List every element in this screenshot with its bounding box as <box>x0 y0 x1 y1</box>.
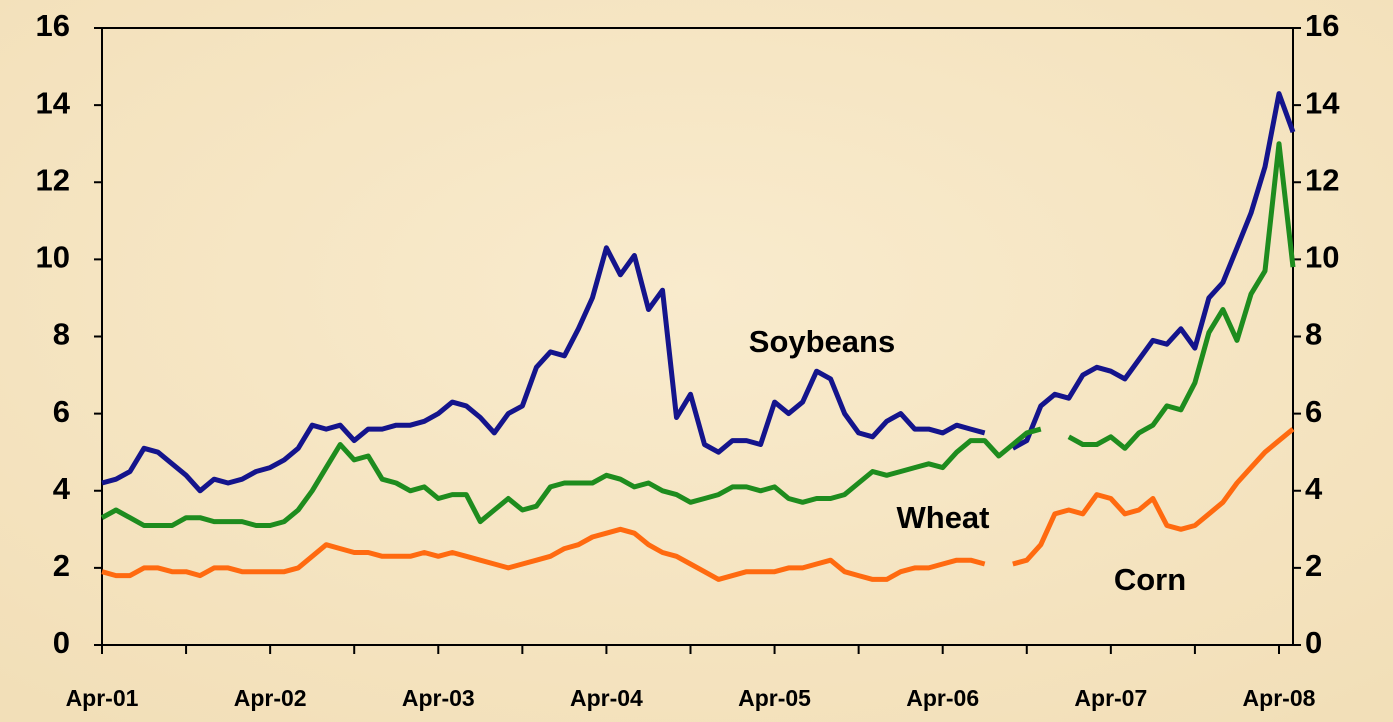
y2-tick-label: 2 <box>1305 548 1322 583</box>
y-tick-label: 6 <box>53 394 70 429</box>
x-tick-label: Apr-06 <box>906 685 979 711</box>
y2-tick-label: 8 <box>1305 317 1322 352</box>
y-tick-label: 16 <box>36 8 70 43</box>
series-line <box>100 141 1296 528</box>
y2-tick-label: 16 <box>1305 8 1339 43</box>
y2-tick-label: 0 <box>1305 625 1322 660</box>
y-tick-label: 2 <box>53 548 70 583</box>
x-tick-label: Apr-03 <box>402 685 475 711</box>
y-tick-label: 12 <box>36 162 70 197</box>
y-tick-label: 4 <box>53 471 71 506</box>
y-tick-label: 10 <box>36 240 70 275</box>
series-line <box>101 427 1295 582</box>
y-tick-label: 14 <box>36 85 71 120</box>
y-tick-label: 8 <box>53 317 70 352</box>
y2-tick-label: 12 <box>1305 162 1339 197</box>
y2-tick-label: 6 <box>1305 394 1322 429</box>
series-line <box>101 91 1296 494</box>
y-tick-label: 0 <box>53 625 70 660</box>
x-tick-label: Apr-01 <box>66 685 139 711</box>
x-tick-label: Apr-04 <box>570 685 643 711</box>
series-annotation: Corn <box>1114 562 1186 597</box>
x-tick-label: Apr-02 <box>234 685 307 711</box>
x-tick-label: Apr-07 <box>1074 685 1147 711</box>
x-tick-label: Apr-08 <box>1243 685 1316 711</box>
series-annotation: Soybeans <box>749 324 895 359</box>
series-annotation: Wheat <box>897 500 990 535</box>
y2-tick-label: 4 <box>1305 471 1323 506</box>
y2-tick-label: 14 <box>1305 85 1340 120</box>
x-tick-label: Apr-05 <box>738 685 811 711</box>
y2-tick-label: 10 <box>1305 240 1339 275</box>
